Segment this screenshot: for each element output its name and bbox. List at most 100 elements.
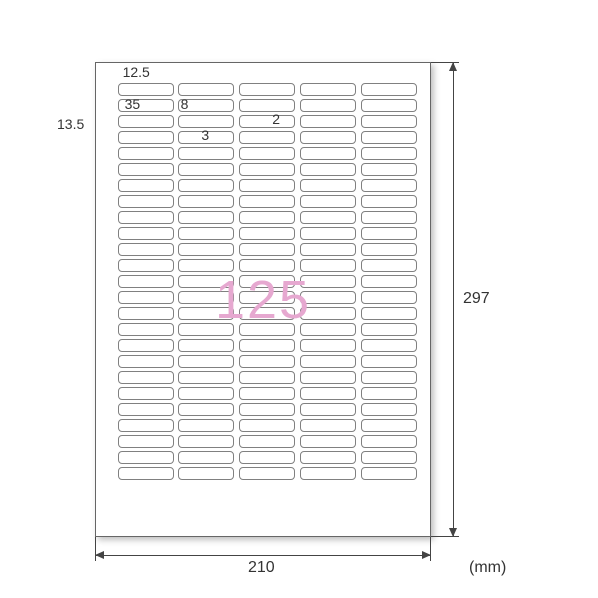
label-cell [118,291,174,304]
label-cell [361,291,417,304]
label-cell [300,387,356,400]
label-cell [239,403,295,416]
label-cell [118,403,174,416]
label-cell [118,115,174,128]
label-cell [178,339,234,352]
label-cell [178,451,234,464]
label-cell [118,179,174,192]
label-cell [300,467,356,480]
label-cell [178,227,234,240]
label-cell [239,99,295,112]
label-cell [300,451,356,464]
dim-cell-height: 8 [181,96,189,112]
label-cell [361,131,417,144]
label-cell [300,195,356,208]
label-cell [239,435,295,448]
label-cell [361,419,417,432]
label-cell [178,387,234,400]
label-cell [118,195,174,208]
label-cell [178,115,234,128]
label-cell [300,131,356,144]
label-cell [239,179,295,192]
label-cell [239,131,295,144]
label-cell [178,435,234,448]
label-cell [239,467,295,480]
label-cell [178,403,234,416]
label-cell [239,371,295,384]
dim-cell-width: 35 [125,96,141,112]
label-cell [239,195,295,208]
label-cell [178,163,234,176]
label-cell [361,403,417,416]
label-cell [118,147,174,160]
label-cell [300,163,356,176]
dim-gap-x: 3 [201,127,209,143]
label-cell [361,371,417,384]
label-cell [118,227,174,240]
label-cell [361,451,417,464]
label-cell [239,419,295,432]
label-cell [361,387,417,400]
label-cell [118,307,174,320]
label-cell [239,227,295,240]
label-cell [300,355,356,368]
label-cell [239,163,295,176]
label-cell [361,115,417,128]
label-cell [239,115,295,128]
dim-margin-left: 13.5 [57,116,84,132]
label-cell [178,83,234,96]
label-cell [178,243,234,256]
label-cell [300,371,356,384]
label-cell [178,179,234,192]
label-cell [118,419,174,432]
label-cell [118,355,174,368]
label-cell [178,195,234,208]
label-cell [300,211,356,224]
label-cell [118,323,174,336]
label-cell [178,371,234,384]
label-count: 125 [215,269,311,331]
canvas: 125 210 297 12.5 35 8 2 3 13.5 (mm) [0,0,598,598]
label-cell [178,355,234,368]
label-cell [300,227,356,240]
label-cell [118,259,174,272]
label-cell [361,435,417,448]
label-cell [239,83,295,96]
label-cell [118,211,174,224]
label-cell [361,307,417,320]
label-cell [118,435,174,448]
label-cell [118,163,174,176]
label-cell [361,259,417,272]
label-cell [300,179,356,192]
label-cell [361,243,417,256]
label-cell [300,403,356,416]
label-cell [118,243,174,256]
label-cell [361,147,417,160]
label-cell [361,323,417,336]
label-cell [300,83,356,96]
dim-height-value: 297 [463,290,490,308]
label-cell [178,419,234,432]
dim-width-value: 210 [248,559,275,577]
label-cell [361,83,417,96]
label-cell [178,147,234,160]
label-cell [300,147,356,160]
label-cell [361,339,417,352]
label-cell [118,451,174,464]
label-cell [300,435,356,448]
label-cell [361,211,417,224]
label-cell [361,467,417,480]
label-cell [118,467,174,480]
dim-gap-y: 2 [272,111,280,127]
label-sheet: 125 [95,62,431,537]
label-cell [300,115,356,128]
label-cell [118,131,174,144]
label-cell [361,99,417,112]
label-cell [300,99,356,112]
label-cell [178,211,234,224]
label-cell [118,275,174,288]
dim-margin-top: 12.5 [123,64,150,80]
label-cell [118,339,174,352]
label-cell [300,243,356,256]
label-cell [239,211,295,224]
